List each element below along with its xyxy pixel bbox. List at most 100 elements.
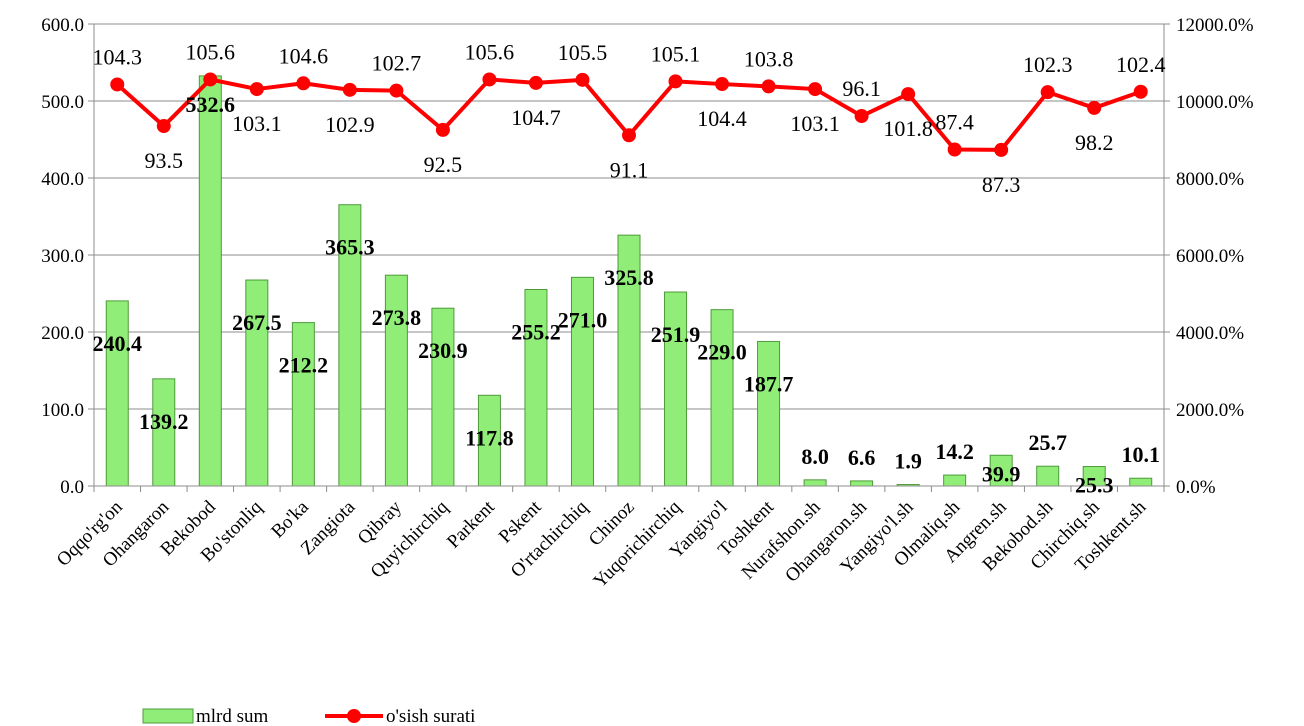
line-point bbox=[575, 72, 590, 87]
right-tick-label: 2000.0% bbox=[1176, 400, 1244, 421]
right-tick-label: 0.0% bbox=[1176, 477, 1216, 498]
legend-line-marker bbox=[347, 709, 361, 723]
bar-value-label: 229.0 bbox=[697, 340, 747, 365]
bar bbox=[757, 340, 781, 487]
line-point bbox=[668, 74, 683, 89]
line-value-label: 104.4 bbox=[697, 106, 747, 131]
category-label: Parkent bbox=[443, 496, 499, 552]
bar bbox=[710, 309, 734, 487]
bar-value-label: 532.6 bbox=[186, 92, 236, 117]
bar bbox=[431, 307, 455, 487]
line-value-label: 102.4 bbox=[1116, 52, 1166, 77]
bar-value-label: 6.6 bbox=[848, 445, 876, 470]
line-point bbox=[1040, 85, 1055, 100]
line-value-label: 105.6 bbox=[186, 39, 236, 64]
line-point bbox=[203, 72, 218, 87]
right-tick-label: 10000.0% bbox=[1176, 92, 1254, 113]
data-labels: 240.4 139.2 532.6 267.5 212.2 365.3 273.8 230.9… bbox=[93, 39, 1166, 497]
right-tick-label: 4000.0% bbox=[1176, 323, 1244, 344]
line-point bbox=[854, 109, 869, 124]
legend-bar-swatch bbox=[142, 708, 194, 724]
bar-series bbox=[105, 75, 1153, 487]
bar-value-label: 271.0 bbox=[558, 307, 608, 332]
line-point bbox=[622, 128, 636, 143]
bar-value-label: 8.0 bbox=[801, 444, 829, 469]
line-point bbox=[947, 142, 962, 157]
bar-value-label: 139.2 bbox=[139, 409, 189, 434]
legend: mlrd sum o'sish surati bbox=[142, 706, 475, 726]
line-value-label: 87.3 bbox=[982, 172, 1021, 197]
bar-value-label: 39.9 bbox=[982, 461, 1021, 486]
bar bbox=[1036, 465, 1060, 487]
bar-value-label: 230.9 bbox=[418, 338, 468, 363]
line-point bbox=[1133, 84, 1148, 99]
line-point bbox=[342, 82, 357, 97]
right-tick-label: 8000.0% bbox=[1176, 169, 1244, 190]
line-value-label: 103.8 bbox=[744, 46, 794, 71]
line-value-label: 96.1 bbox=[842, 76, 881, 101]
bar bbox=[291, 322, 315, 487]
line-value-label: 105.1 bbox=[651, 41, 701, 66]
left-tick-label: 400.0 bbox=[41, 169, 84, 190]
line-value-label: 87.4 bbox=[935, 110, 974, 135]
bar-value-label: 187.7 bbox=[744, 371, 794, 396]
line-value-label: 102.7 bbox=[372, 51, 422, 76]
line-point bbox=[249, 82, 264, 97]
legend-line-label: o'sish surati bbox=[386, 706, 475, 726]
line-value-label: 103.1 bbox=[232, 111, 282, 136]
line-value-label: 93.5 bbox=[145, 148, 184, 173]
legend-bar-label: mlrd sum bbox=[196, 706, 269, 726]
bar-value-label: 212.2 bbox=[279, 353, 329, 378]
left-tick-label: 200.0 bbox=[41, 323, 84, 344]
bar-value-label: 251.9 bbox=[651, 322, 701, 347]
line-value-label: 102.3 bbox=[1023, 52, 1073, 77]
left-tick-label: 300.0 bbox=[41, 246, 84, 267]
line-series bbox=[110, 72, 1148, 157]
left-tick-label: 0.0 bbox=[60, 477, 84, 498]
line-value-label: 104.6 bbox=[279, 43, 329, 68]
bar-value-label: 255.2 bbox=[511, 319, 561, 344]
bar-value-label: 25.7 bbox=[1028, 430, 1067, 455]
bar bbox=[1129, 477, 1153, 487]
line-point bbox=[901, 87, 916, 102]
bar-value-label: 117.8 bbox=[465, 425, 513, 450]
bar-value-label: 240.4 bbox=[93, 331, 143, 356]
line-point bbox=[389, 83, 404, 98]
left-tick-label: 500.0 bbox=[41, 92, 84, 113]
line-point bbox=[761, 79, 776, 94]
line-point bbox=[296, 76, 311, 91]
bar bbox=[803, 479, 827, 487]
line-value-label: 103.1 bbox=[790, 111, 840, 136]
bar-value-label: 365.3 bbox=[325, 235, 375, 260]
line-value-label: 91.1 bbox=[610, 157, 649, 182]
bar bbox=[198, 75, 222, 487]
line-point bbox=[482, 72, 497, 87]
line-value-label: 98.2 bbox=[1075, 130, 1114, 155]
bar-value-label: 25.3 bbox=[1075, 473, 1114, 498]
bar bbox=[105, 300, 129, 487]
line-value-label: 101.8 bbox=[883, 116, 933, 141]
right-tick-label: 12000.0% bbox=[1176, 15, 1254, 36]
line-value-label: 105.5 bbox=[558, 40, 608, 65]
line-value-label: 104.3 bbox=[93, 44, 143, 69]
line-point bbox=[528, 75, 543, 90]
bar-value-label: 14.2 bbox=[935, 439, 974, 464]
left-tick-label: 600.0 bbox=[41, 15, 84, 36]
line-point bbox=[994, 142, 1009, 157]
line-point bbox=[715, 77, 730, 92]
line-value-label: 105.6 bbox=[465, 39, 515, 64]
line-point bbox=[435, 122, 450, 137]
bar bbox=[943, 474, 967, 487]
line-point bbox=[156, 119, 171, 134]
line-point bbox=[808, 82, 823, 97]
line-value-label: 104.7 bbox=[511, 105, 561, 130]
line-value-label: 92.5 bbox=[424, 152, 463, 177]
left-tick-label: 100.0 bbox=[41, 400, 84, 421]
bar-value-label: 325.8 bbox=[604, 265, 654, 290]
right-tick-label: 6000.0% bbox=[1176, 246, 1244, 267]
bar bbox=[850, 480, 874, 487]
bar-value-label: 267.5 bbox=[232, 310, 282, 335]
line-point bbox=[110, 77, 125, 92]
line-point bbox=[1087, 100, 1102, 115]
